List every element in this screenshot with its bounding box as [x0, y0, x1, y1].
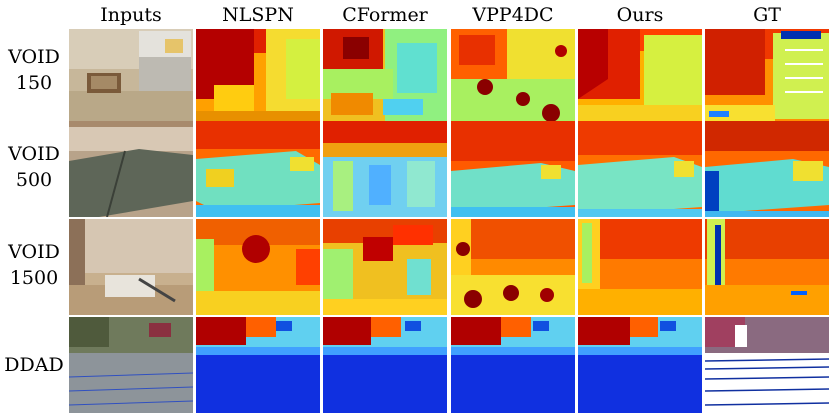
void150-ours-depth	[578, 29, 702, 125]
column-header-ours: Ours	[616, 4, 664, 26]
void150-vpp4dc-depth	[451, 29, 575, 125]
column-header-inputs: Inputs	[100, 4, 162, 26]
void1500-vpp4dc-depth	[451, 219, 575, 315]
void150-nlspn-depth	[196, 29, 320, 125]
ddad-gt-depth	[705, 317, 829, 413]
row-label-ddad: DDAD	[4, 354, 64, 376]
void1500-cformer-depth	[323, 219, 447, 315]
void150-cformer-depth	[323, 29, 447, 125]
column-header-nlspn: NLSPN	[222, 4, 294, 26]
row-label-void150: VOID 150	[8, 46, 60, 94]
void150-gt-depth	[705, 29, 829, 125]
void500-gt-depth	[705, 121, 829, 217]
void1500-gt-depth	[705, 219, 829, 315]
void500-cformer-depth	[323, 121, 447, 217]
void1500-ours-depth	[578, 219, 702, 315]
column-header-cformer: CFormer	[342, 4, 428, 26]
column-header-gt: GT	[753, 4, 781, 26]
void150-input-image	[69, 29, 193, 125]
ddad-nlspn-depth	[196, 317, 320, 413]
row-label-void500: VOID 500	[8, 143, 60, 191]
void1500-nlspn-depth	[196, 219, 320, 315]
void500-input-image	[69, 121, 193, 217]
void500-nlspn-depth	[196, 121, 320, 217]
column-header-vpp4dc: VPP4DC	[472, 4, 554, 26]
row-label-void1500: VOID 1500	[8, 241, 60, 289]
void1500-input-image	[69, 219, 193, 315]
ddad-input-image	[69, 317, 193, 413]
ddad-cformer-depth	[323, 317, 447, 413]
void500-vpp4dc-depth	[451, 121, 575, 217]
ddad-ours-depth	[578, 317, 702, 413]
void500-ours-depth	[578, 121, 702, 217]
ddad-vpp4dc-depth	[451, 317, 575, 413]
